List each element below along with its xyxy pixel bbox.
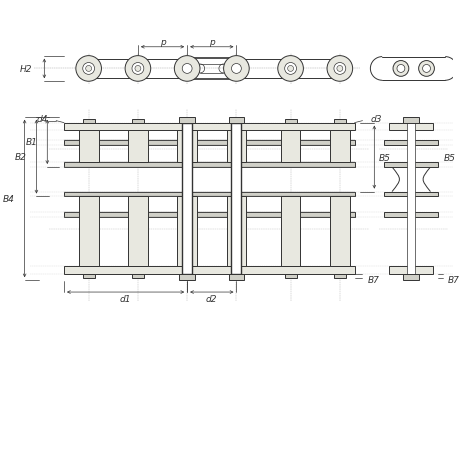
Bar xyxy=(383,141,437,146)
Bar xyxy=(406,123,414,275)
Bar xyxy=(388,123,432,131)
Circle shape xyxy=(174,56,200,82)
Bar xyxy=(230,275,242,279)
Bar xyxy=(403,118,418,123)
Circle shape xyxy=(418,62,433,77)
Circle shape xyxy=(182,64,192,74)
Circle shape xyxy=(83,63,95,75)
Bar xyxy=(78,197,98,267)
Circle shape xyxy=(231,64,241,74)
Text: H2: H2 xyxy=(20,65,33,74)
Bar xyxy=(179,118,195,123)
Circle shape xyxy=(333,63,345,75)
Bar xyxy=(64,192,354,197)
Bar xyxy=(228,275,244,280)
Circle shape xyxy=(125,56,151,82)
Text: d3: d3 xyxy=(369,115,381,124)
Bar xyxy=(228,118,244,123)
Text: p: p xyxy=(159,38,165,47)
Bar xyxy=(83,275,95,279)
Bar xyxy=(83,119,95,123)
Bar xyxy=(403,275,418,280)
Bar xyxy=(226,131,246,162)
Circle shape xyxy=(336,67,342,72)
Bar xyxy=(383,192,437,197)
Circle shape xyxy=(134,67,140,72)
Text: B5: B5 xyxy=(442,153,454,162)
Circle shape xyxy=(284,63,296,75)
Bar xyxy=(280,197,300,267)
Text: d2: d2 xyxy=(206,295,217,304)
Circle shape xyxy=(326,56,352,82)
Bar xyxy=(329,131,349,162)
Bar xyxy=(182,123,192,275)
Bar xyxy=(333,275,345,279)
Bar xyxy=(177,131,196,162)
Text: B2: B2 xyxy=(15,153,27,162)
Text: B7: B7 xyxy=(447,275,459,284)
Circle shape xyxy=(396,65,404,73)
Bar xyxy=(64,141,354,146)
Bar xyxy=(64,213,354,218)
Bar xyxy=(231,123,241,275)
Circle shape xyxy=(277,56,303,82)
Text: d1: d1 xyxy=(120,295,131,304)
Bar xyxy=(284,119,296,123)
Bar xyxy=(284,275,296,279)
Bar xyxy=(181,275,193,279)
Bar xyxy=(181,119,193,123)
Circle shape xyxy=(132,63,144,75)
Bar xyxy=(280,131,300,162)
Bar xyxy=(226,197,246,267)
Bar xyxy=(179,275,195,280)
Bar xyxy=(329,197,349,267)
Text: d4: d4 xyxy=(37,115,48,124)
Bar xyxy=(132,275,144,279)
Text: B1: B1 xyxy=(26,138,37,147)
Circle shape xyxy=(392,62,408,77)
Bar xyxy=(128,131,147,162)
Bar xyxy=(78,131,98,162)
Text: B4: B4 xyxy=(3,195,15,203)
Bar xyxy=(132,119,144,123)
Bar xyxy=(177,197,196,267)
Bar xyxy=(383,213,437,218)
Bar xyxy=(383,162,437,168)
Circle shape xyxy=(422,65,430,73)
Bar xyxy=(64,123,354,131)
Circle shape xyxy=(223,56,249,82)
Bar xyxy=(333,119,345,123)
Circle shape xyxy=(85,67,91,72)
Bar xyxy=(128,197,147,267)
Bar xyxy=(64,162,354,168)
Text: B7: B7 xyxy=(367,275,379,284)
Bar xyxy=(388,267,432,275)
Text: B5: B5 xyxy=(378,153,390,162)
Bar xyxy=(64,267,354,275)
Text: p: p xyxy=(208,38,214,47)
Circle shape xyxy=(76,56,101,82)
Circle shape xyxy=(287,67,293,72)
Bar xyxy=(230,119,242,123)
